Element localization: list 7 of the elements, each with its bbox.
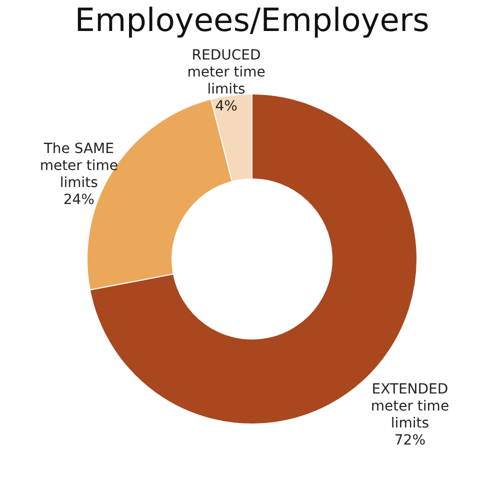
data-label: 72% [394, 432, 426, 449]
data-label: 4% [215, 98, 238, 115]
slice-label: EXTENDED meter time limits [370, 382, 450, 432]
slice-label: The SAME meter time limits [40, 141, 118, 192]
slice-label: REDUCED meter time limits [187, 48, 266, 98]
chart-title: Employees/Employers [74, 1, 430, 39]
data-label: 24% [63, 192, 94, 208]
